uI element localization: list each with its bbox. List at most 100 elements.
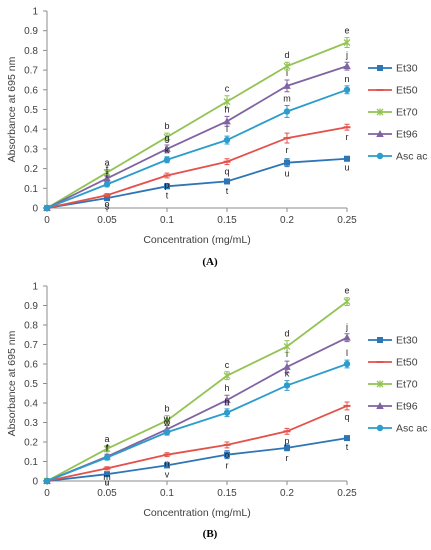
legend-item-et50: Et50	[368, 85, 418, 97]
data-label: p	[284, 436, 289, 446]
series-line	[46, 363, 348, 482]
data-label: r	[286, 145, 289, 155]
data-label: l	[226, 124, 228, 134]
data-point	[104, 471, 110, 478]
data-label: w	[163, 417, 171, 427]
y-tick-label: 1	[32, 7, 38, 18]
legend-marker	[376, 108, 384, 116]
data-label: u	[104, 478, 109, 488]
data-label: q	[224, 167, 229, 177]
data-point	[283, 382, 291, 389]
legend-marker	[376, 402, 384, 409]
series-et96: f g h i j	[43, 50, 351, 211]
chart-panel-1: 0 0.05 0.1 0.15 0.2 0.25 0 0.1 0.2 0.3 0.4 0.5 0.6 0.…	[6, 7, 428, 269]
series-et30: s t t u u	[44, 155, 350, 212]
data-label: j	[345, 50, 348, 60]
data-point	[223, 117, 231, 125]
data-point	[223, 409, 231, 416]
panel-label: (A)	[202, 256, 218, 268]
data-point	[163, 144, 171, 152]
data-point	[283, 108, 291, 115]
y-axis-title: Absorbance at 695 nm	[6, 56, 18, 162]
data-point	[343, 333, 351, 341]
data-label: q	[344, 412, 349, 422]
y-tick-label: 0.1	[24, 184, 38, 195]
x-tick-label: 0.25	[337, 488, 357, 499]
data-point	[284, 444, 290, 451]
data-label: t	[346, 442, 349, 452]
series-line	[46, 65, 348, 209]
legend-label: Asc ac	[396, 151, 428, 163]
y-tick-label: 0.9	[24, 26, 38, 37]
x-tick-label: 0.1	[160, 215, 174, 226]
y-tick-label: 0.7	[24, 340, 38, 351]
data-label: t	[166, 190, 169, 200]
legend-label: Et30	[396, 335, 418, 347]
y-tick-label: 0.3	[24, 418, 38, 429]
x-tick-label: 0.1	[160, 488, 174, 499]
data-label: r	[226, 461, 229, 471]
data-point	[343, 62, 351, 70]
data-point	[103, 445, 111, 453]
data-point	[224, 451, 230, 458]
data-label: g	[164, 133, 169, 143]
legend-label: Et50	[396, 357, 418, 369]
legend-item-et70: Et70	[368, 107, 418, 119]
data-point	[283, 81, 291, 89]
y-tick-label: 0.7	[24, 66, 38, 77]
x-tick-label: 0.05	[97, 215, 117, 226]
legend-item-et70: Et70	[368, 379, 418, 391]
data-label: i	[286, 68, 288, 78]
data-label: l	[346, 348, 348, 358]
y-tick-label: 0.2	[24, 164, 38, 175]
legend-label: Et96	[396, 129, 418, 141]
y-tick-label: 0	[32, 204, 38, 215]
data-point	[224, 178, 230, 185]
data-label: d	[284, 329, 289, 339]
data-label: a	[104, 158, 109, 168]
y-tick-label: 0.4	[24, 125, 38, 136]
data-label: r	[286, 453, 289, 463]
x-tick-label: 0.2	[280, 488, 294, 499]
x-tick-label: 0.05	[97, 488, 117, 499]
y-tick-label: 0.2	[24, 438, 38, 449]
chart-panel-2: 0 0.05 0.1 0.15 0.2 0.25 0 0.1 0.2 0.3 0.4 0.5 0.6 0.…	[6, 282, 428, 541]
data-label: n	[164, 459, 169, 469]
x-tick-label: 0.15	[217, 488, 237, 499]
data-point	[344, 155, 350, 162]
data-point	[104, 195, 110, 202]
series-line	[46, 126, 348, 209]
data-point	[163, 429, 171, 436]
series-asc-ac: f w h k l	[43, 348, 351, 485]
data-point	[283, 362, 291, 370]
legend-marker	[376, 152, 384, 160]
data-label: k	[285, 369, 290, 379]
data-point	[283, 62, 291, 70]
y-tick-label: 0.5	[24, 105, 38, 116]
data-label: k	[165, 145, 170, 155]
x-tick-label: 0.15	[217, 215, 237, 226]
data-point	[164, 183, 170, 190]
data-label: h	[224, 383, 229, 393]
data-point	[344, 435, 350, 442]
data-label: b	[164, 404, 169, 414]
data-label: i	[286, 349, 288, 359]
data-point	[164, 462, 170, 469]
legend-label: Et50	[396, 85, 418, 97]
data-label: f	[106, 170, 109, 180]
series-line	[46, 405, 348, 482]
series-asc-ac: f k l m n	[43, 74, 351, 212]
y-tick-label: 0.4	[24, 399, 38, 410]
data-label: e	[344, 286, 349, 296]
data-label: f	[106, 442, 109, 452]
y-tick-label: 0.6	[24, 85, 38, 96]
series-line	[46, 300, 348, 482]
data-label: f	[106, 164, 109, 174]
series-et30: u v r r t	[44, 435, 350, 488]
data-point	[223, 372, 231, 380]
y-tick-label: 0.8	[24, 46, 38, 57]
data-label: u	[344, 163, 349, 173]
y-tick-label: 0	[32, 477, 38, 488]
legend-item-et30: Et30	[368, 63, 418, 75]
